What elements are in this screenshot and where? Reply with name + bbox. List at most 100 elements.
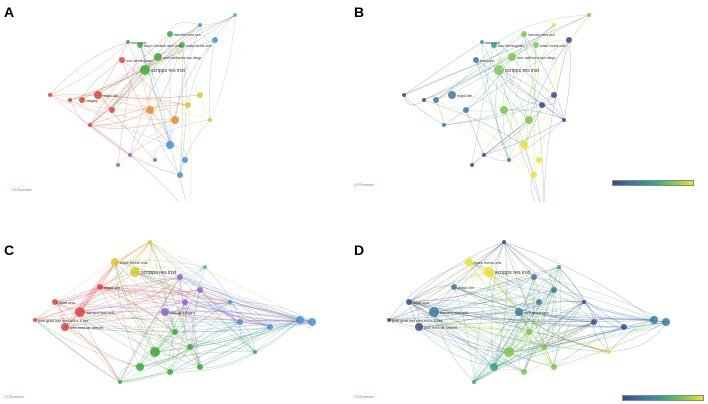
edge: [139, 44, 171, 146]
edge: [97, 94, 151, 111]
node: [536, 299, 542, 305]
edge: [528, 24, 555, 121]
node: [484, 267, 494, 277]
node: [68, 98, 72, 102]
edge: [169, 14, 236, 35]
edge: [89, 94, 201, 126]
edge: [179, 276, 313, 323]
edge: [189, 321, 241, 348]
edge: [423, 24, 555, 101]
edge: [433, 311, 655, 321]
edge: [435, 56, 513, 101]
edge: [473, 241, 505, 383]
edge: [471, 44, 495, 166]
edge: [139, 276, 181, 368]
edge: [114, 260, 181, 278]
node: [128, 153, 132, 157]
edge: [493, 14, 590, 46]
panel-b: B scripps res inst univ california san di…: [354, 0, 708, 202]
node-label: post grad inst med educ & res: [38, 319, 89, 323]
edge: [119, 346, 191, 383]
network-map: scripps res inst wake forest univ mayo cli…: [33, 240, 316, 384]
edge: [97, 39, 216, 96]
edge: [154, 301, 231, 353]
node: [150, 347, 160, 357]
edge: [483, 154, 510, 161]
node-label: duke univ: [413, 301, 429, 305]
edge: [418, 241, 505, 328]
edge: [493, 321, 595, 368]
edge: [553, 301, 585, 368]
edge: [69, 44, 183, 101]
node: [119, 57, 125, 63]
edge: [493, 331, 530, 368]
node: [253, 350, 257, 354]
node-label: harvard med sch: [528, 33, 555, 37]
edge: [189, 319, 301, 348]
edge: [418, 301, 540, 328]
edge: [34, 319, 121, 383]
edge: [508, 321, 595, 353]
edge: [119, 276, 181, 383]
edge: [533, 44, 537, 176]
edge: [558, 266, 595, 323]
edge: [149, 241, 201, 291]
edge: [553, 24, 556, 96]
edge: [239, 321, 313, 325]
edge: [69, 14, 236, 101]
edge: [508, 289, 555, 353]
edge: [408, 301, 555, 368]
edge: [134, 271, 241, 323]
edge: [473, 301, 585, 383]
edge: [468, 261, 479, 383]
edge: [488, 271, 510, 353]
edge: [79, 311, 121, 383]
edge: [64, 326, 141, 368]
edge-layer: [403, 14, 590, 202]
node-label: mayo clin: [457, 94, 472, 98]
node: [621, 324, 627, 330]
edge: [418, 289, 555, 328]
node: [582, 300, 586, 304]
edge: [468, 261, 530, 333]
edge: [54, 266, 206, 303]
node: [212, 37, 218, 43]
edge: [119, 366, 201, 383]
edge: [134, 271, 156, 353]
edge: [99, 286, 301, 321]
edge: [443, 104, 543, 126]
edge: [608, 321, 667, 353]
edge: [511, 39, 570, 58]
edge: [471, 119, 530, 166]
panel-letter: C: [4, 242, 15, 258]
edge: [229, 301, 271, 328]
node: [387, 318, 391, 322]
node: [465, 258, 473, 266]
edge: [483, 119, 530, 156]
edge: [493, 241, 508, 368]
edge: [543, 326, 625, 348]
edge: [388, 301, 540, 321]
edge: [79, 241, 151, 313]
edge: [388, 286, 455, 321]
edge: [134, 271, 271, 328]
node: [185, 102, 191, 108]
node-label: duke univ: [485, 41, 501, 45]
edge: [64, 321, 313, 333]
edge: [493, 44, 535, 176]
edge-layer: [388, 241, 667, 383]
edge: [488, 271, 555, 368]
edge: [187, 14, 236, 106]
edge: [453, 286, 530, 333]
edge: [64, 276, 181, 328]
edge: [453, 286, 595, 323]
edge: [553, 321, 667, 368]
edge: [164, 311, 174, 373]
node: [237, 319, 243, 325]
edge: [453, 286, 555, 368]
edge: [433, 276, 535, 313]
edge: [154, 321, 313, 353]
edge: [64, 326, 256, 353]
edge: [408, 301, 625, 328]
node: [208, 118, 212, 122]
